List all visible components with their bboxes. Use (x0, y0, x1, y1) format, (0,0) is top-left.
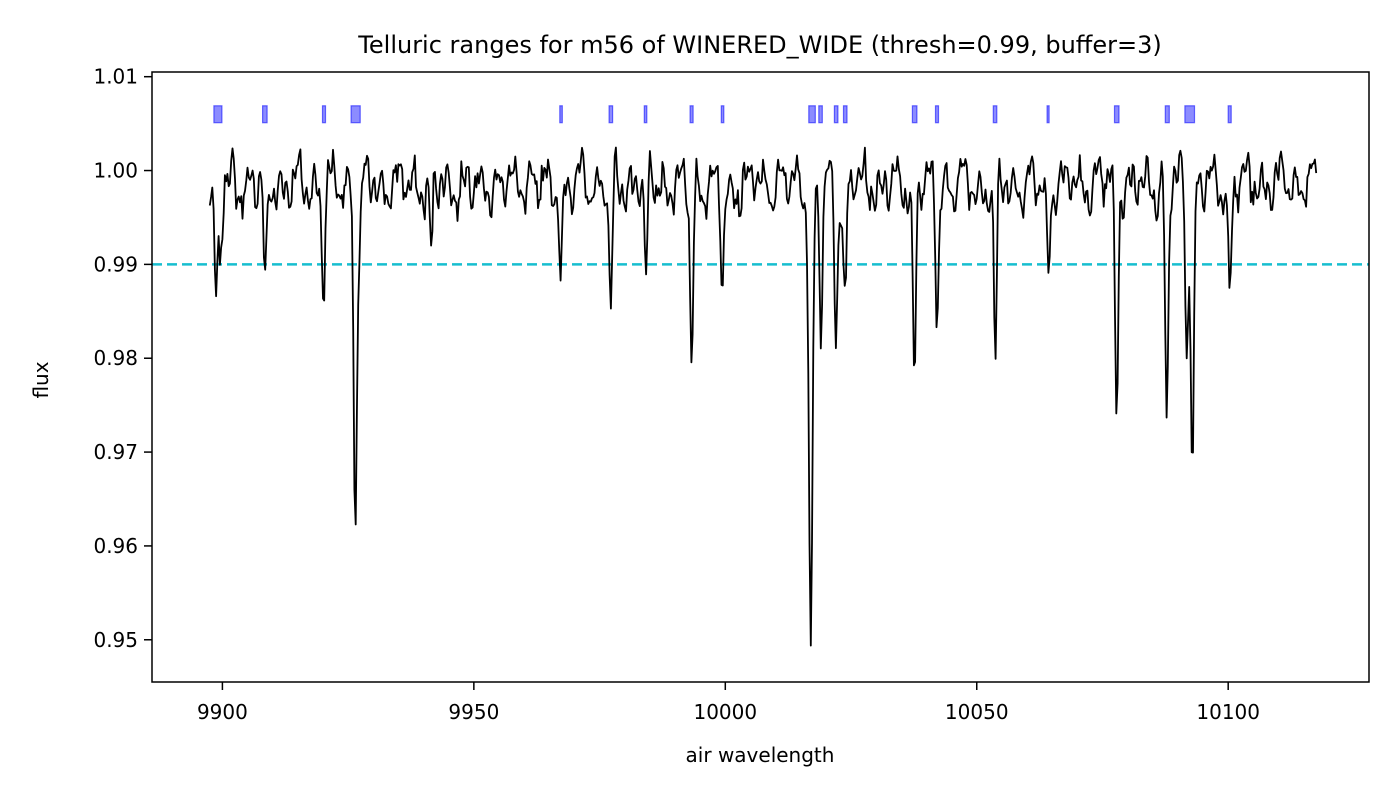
y-tick-label: 0.96 (93, 534, 138, 558)
flux-spectrum-line (208, 146, 1318, 647)
y-tick-label: 1.00 (93, 159, 138, 183)
x-axis: 9900 9950 10000 10050 10100 (197, 682, 1260, 724)
telluric-range-13 (842, 105, 848, 124)
telluric-range-8 (689, 105, 694, 124)
telluric-range-2 (262, 105, 268, 124)
y-tick-label: 0.99 (93, 252, 138, 276)
y-tick-label: 0.97 (93, 440, 138, 464)
telluric-range-5 (559, 105, 563, 124)
x-tick-label: 9950 (448, 700, 499, 724)
x-tick-label: 9900 (197, 700, 248, 724)
telluric-range-19 (1164, 105, 1170, 124)
telluric-range-3 (321, 105, 327, 124)
y-axis-title: flux (29, 361, 53, 398)
x-tick-label: 10000 (693, 700, 757, 724)
telluric-range-7 (643, 105, 648, 124)
telluric-range-9 (720, 105, 725, 124)
chart-title: Telluric ranges for m56 of WINERED_WIDE … (357, 31, 1161, 59)
telluric-range-12 (833, 105, 839, 124)
y-axis: 0.95 0.96 0.97 0.98 0.99 1.00 1.01 (93, 65, 152, 652)
x-tick-label: 10050 (945, 700, 1009, 724)
telluric-range-10 (808, 105, 816, 124)
telluric-range-14 (911, 105, 918, 124)
axes-frame (151, 71, 1370, 683)
telluric-range-1 (213, 105, 223, 124)
telluric-range-20 (1184, 105, 1196, 124)
plot-area (152, 105, 1369, 647)
telluric-range-15 (934, 105, 940, 124)
y-tick-label: 1.01 (93, 65, 138, 89)
telluric-range-16 (992, 105, 998, 124)
y-tick-label: 0.98 (93, 346, 138, 370)
telluric-range-21 (1227, 105, 1232, 124)
telluric-range-4 (350, 105, 361, 124)
telluric-range-6 (608, 105, 614, 124)
telluric-range-18 (1113, 105, 1120, 124)
x-axis-title: air wavelength (686, 743, 835, 767)
telluric-range-17 (1046, 105, 1050, 124)
plot-content (152, 105, 1369, 647)
y-tick-label: 0.95 (93, 628, 138, 652)
x-tick-label: 10100 (1196, 700, 1260, 724)
telluric-range-11 (818, 105, 823, 124)
